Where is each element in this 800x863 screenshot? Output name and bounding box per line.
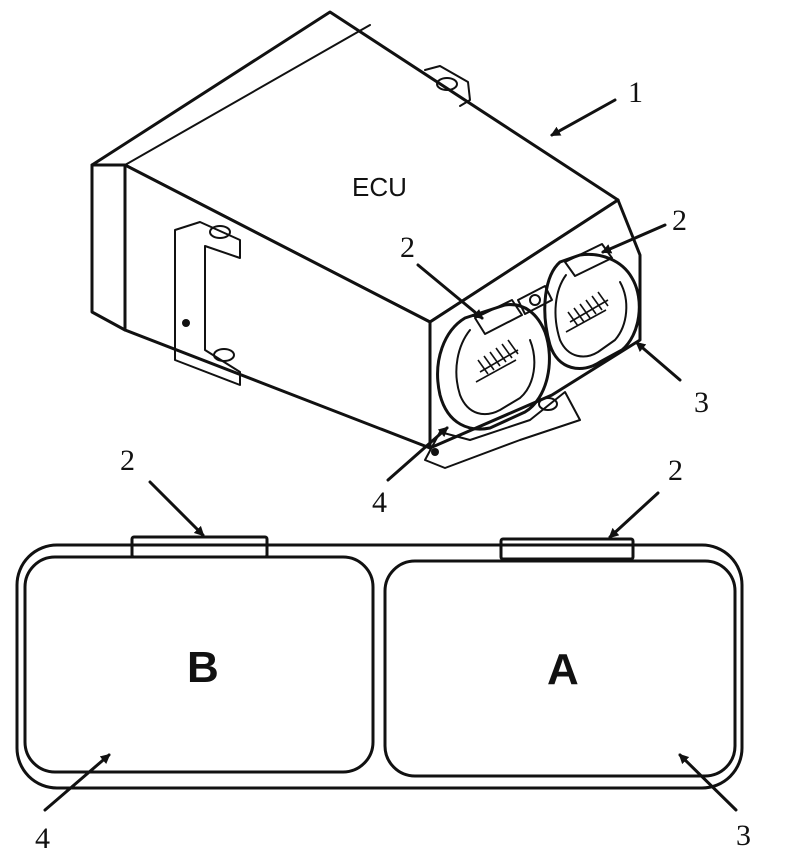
- ecu-module: ECU: [90, 10, 642, 469]
- connector-a-cavity: [383, 559, 737, 778]
- lock-tab-left: [130, 535, 269, 559]
- ecu-left-end: [90, 163, 127, 332]
- callout-lock-lower-left: 2: [120, 444, 135, 477]
- ecu-connector-a: [543, 243, 641, 370]
- callout-connector-b-side: 4: [372, 486, 387, 519]
- ecu-connector-b: [436, 299, 551, 431]
- connector-housing-outline: [15, 543, 744, 790]
- connector-a-label: A: [547, 645, 579, 694]
- callout-housing: 1: [628, 76, 643, 109]
- callout-lock-lower-right: 2: [668, 454, 683, 487]
- callout-connector-a-side: 3: [694, 386, 709, 419]
- mount-tab-front: [424, 391, 581, 469]
- connector-b-pins: [475, 339, 519, 383]
- callouts-3d: 1 2 2 3 4: [372, 76, 709, 519]
- mount-tab-top: [424, 65, 471, 107]
- callouts-face: 2 2 3 4: [35, 444, 751, 855]
- callout-connector-a-lower: 3: [736, 819, 751, 852]
- lid-seam: [124, 24, 371, 166]
- callout-lock-right: 2: [672, 204, 687, 237]
- callout-lock-left: 2: [400, 231, 415, 264]
- connector-b-label: B: [187, 643, 219, 692]
- ecu-label: ECU: [352, 172, 407, 202]
- lock-tab-a: [564, 243, 613, 277]
- connector-a-pins: [565, 291, 609, 333]
- lock-tab-b: [474, 299, 523, 335]
- connector-face-view: B A: [15, 535, 744, 790]
- side-bracket: [174, 221, 241, 386]
- center-bolt: [517, 285, 553, 315]
- lock-tab-right: [499, 537, 635, 561]
- connector-b-cavity: [23, 555, 375, 774]
- callout-connector-b-lower: 4: [35, 822, 50, 855]
- ecu-front-face: [428, 198, 642, 450]
